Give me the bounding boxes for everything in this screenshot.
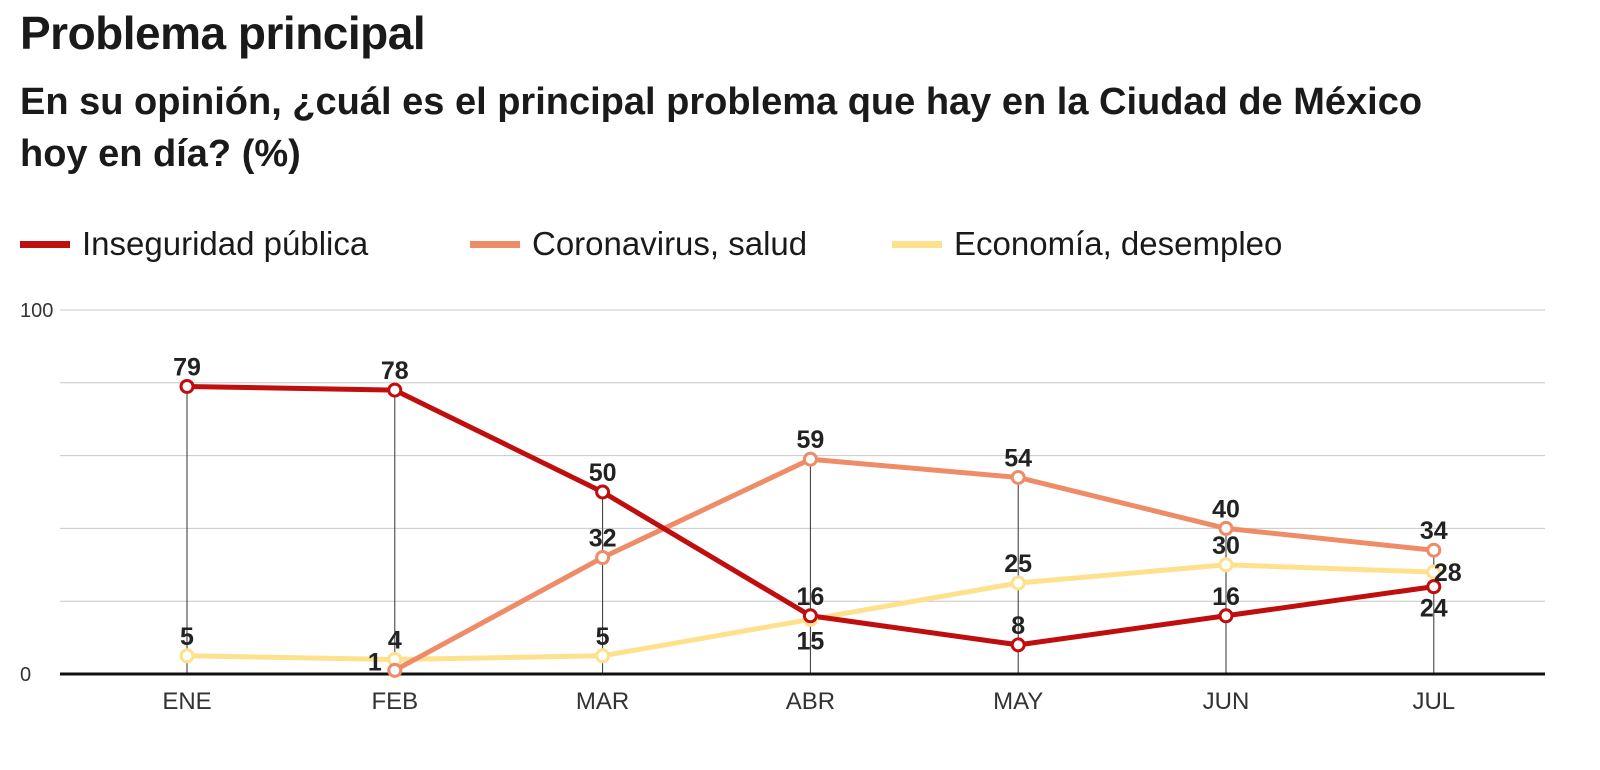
data-label: 32 bbox=[589, 525, 617, 553]
data-point bbox=[802, 608, 818, 624]
legend-item-coronavirus: Coronavirus, salud bbox=[470, 222, 807, 266]
legend-label-economia: Economía, desempleo bbox=[954, 225, 1283, 262]
data-label: 5 bbox=[180, 623, 194, 651]
x-tick-label: ABR bbox=[786, 688, 835, 715]
data-label: 50 bbox=[589, 459, 617, 487]
x-tick-label: JUN bbox=[1203, 688, 1250, 715]
legend-label-coronavirus: Coronavirus, salud bbox=[532, 225, 808, 262]
x-tick-label: ENE bbox=[162, 688, 211, 715]
data-label: 59 bbox=[796, 426, 824, 454]
line-chart: 0 100 ENE FEB MAR ABR MAY JUN JUL 79 5 78 41 50 32 5 59 1… bbox=[20, 300, 1545, 715]
data-label: 16 bbox=[796, 583, 824, 611]
data-point bbox=[1426, 542, 1442, 558]
data-label: 8 bbox=[1011, 612, 1025, 640]
data-point bbox=[802, 451, 818, 467]
data-label: 16 bbox=[1212, 583, 1240, 611]
data-label: 30 bbox=[1212, 532, 1240, 560]
x-tick-label: MAY bbox=[993, 688, 1043, 715]
data-label: 78 bbox=[381, 357, 409, 385]
data-point bbox=[595, 484, 611, 500]
data-label: 25 bbox=[1004, 550, 1032, 578]
data-label: 34 bbox=[1420, 517, 1448, 545]
legend-label-inseguridad: Inseguridad pública bbox=[82, 225, 369, 262]
data-label: 79 bbox=[173, 353, 201, 381]
data-point bbox=[1426, 564, 1442, 580]
data-label: 40 bbox=[1212, 495, 1240, 523]
x-tick-label: MAR bbox=[576, 688, 629, 715]
data-point bbox=[387, 662, 403, 678]
data-label: 28 bbox=[1434, 559, 1462, 587]
data-point bbox=[595, 550, 611, 566]
data-point bbox=[1218, 520, 1234, 536]
data-point bbox=[1010, 469, 1026, 485]
data-point bbox=[179, 378, 195, 394]
legend-item-economia: Economía, desempleo bbox=[892, 222, 1282, 266]
data-label: 1 bbox=[368, 648, 382, 676]
data-label: 24 bbox=[1420, 595, 1448, 623]
data-label: 4 bbox=[388, 626, 402, 654]
data-point bbox=[1218, 557, 1234, 573]
y-tick-label: 0 bbox=[20, 664, 31, 686]
data-label: 54 bbox=[1004, 444, 1032, 472]
chart-subtitle: En su opinión, ¿cuál es el principal pro… bbox=[20, 81, 1423, 175]
data-label: 15 bbox=[796, 627, 824, 655]
legend-swatch-inseguridad bbox=[20, 240, 70, 248]
legend-item-inseguridad: Inseguridad pública bbox=[20, 222, 368, 266]
legend-swatch-economia bbox=[892, 240, 942, 248]
data-point bbox=[1010, 575, 1026, 591]
data-point bbox=[1426, 579, 1442, 595]
y-tick-label: 100 bbox=[20, 300, 53, 322]
data-point bbox=[387, 382, 403, 398]
x-tick-label: JUL bbox=[1412, 688, 1455, 715]
data-point bbox=[179, 648, 195, 664]
data-point bbox=[595, 648, 611, 664]
series-line bbox=[392, 456, 1437, 673]
data-point bbox=[1010, 637, 1026, 653]
chart-title: Problema principal bbox=[20, 7, 426, 59]
data-point bbox=[1218, 608, 1234, 624]
data-label: 5 bbox=[596, 623, 610, 651]
legend-swatch-coronavirus bbox=[470, 240, 520, 248]
x-tick-label: FEB bbox=[371, 688, 418, 715]
